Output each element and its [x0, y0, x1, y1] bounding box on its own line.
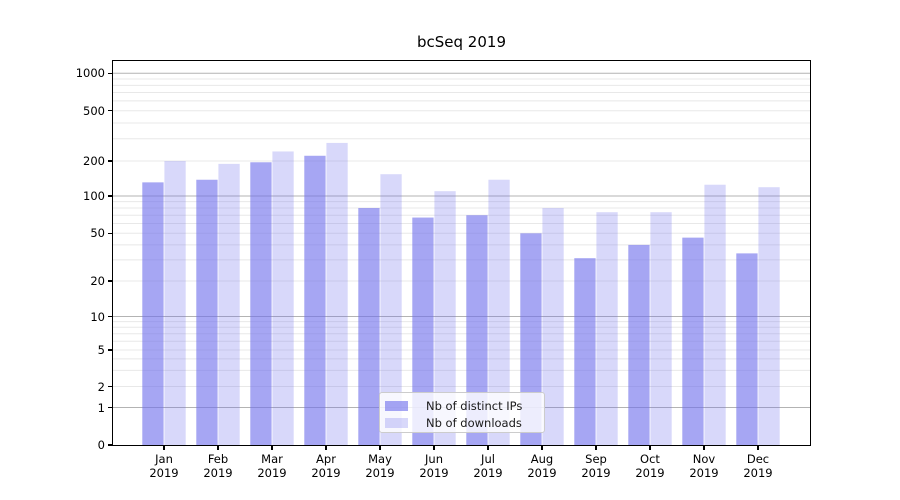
- x-tick-mark: [163, 445, 165, 450]
- y-tick-mark: [108, 444, 113, 446]
- bar-distinct-ips-feb: [196, 179, 218, 445]
- y-tick-mark: [108, 195, 113, 197]
- x-tick-mark: [541, 445, 543, 450]
- bar-distinct-ips-sep: [574, 257, 596, 445]
- y-tick-mark: [108, 406, 113, 409]
- x-tick-mark: [271, 445, 273, 450]
- y-tick-label-0: 0: [97, 438, 105, 452]
- y-tick-label-100: 100: [83, 189, 105, 203]
- bar-distinct-ips-jan: [142, 182, 164, 445]
- bar-distinct-ips-apr: [304, 155, 326, 445]
- bar-downloads-jan: [164, 160, 186, 445]
- y-tick-mark: [108, 232, 113, 234]
- y-tick-label-50: 50: [90, 226, 105, 241]
- bar-distinct-ips-nov: [682, 237, 704, 445]
- bar-distinct-ips-may: [358, 207, 380, 445]
- bar-downloads-sep: [596, 211, 618, 445]
- y-tick-label-5: 5: [97, 343, 105, 357]
- x-tick-mark: [433, 445, 435, 450]
- y-tick-label-200: 200: [83, 154, 105, 168]
- x-tick-label-mar: Mar 2019: [257, 452, 287, 480]
- y-tick-mark: [108, 72, 113, 74]
- x-tick-mark: [703, 445, 705, 450]
- bar-downloads-may: [380, 173, 402, 445]
- x-tick-label-aug: Aug 2019: [527, 452, 557, 480]
- x-tick-mark: [217, 445, 219, 450]
- legend-swatch-distinct-ips: [385, 400, 408, 411]
- bar-distinct-ips-jun: [412, 217, 434, 445]
- bar-downloads-aug: [542, 207, 564, 445]
- y-tick-label-2: 2: [97, 379, 105, 394]
- y-tick-label-1000: 1000: [75, 66, 105, 81]
- x-tick-label-dec: Dec 2019: [743, 452, 773, 480]
- bar-downloads-nov: [704, 184, 726, 445]
- legend-label-downloads: Nb of downloads: [426, 415, 522, 430]
- x-tick-label-jun: Jun 2019: [419, 452, 449, 480]
- y-tick-label-1: 1: [97, 400, 105, 415]
- x-tick-label-sep: Sep 2019: [581, 452, 611, 480]
- x-tick-label-apr: Apr 2019: [311, 452, 341, 480]
- x-tick-mark: [325, 445, 327, 450]
- x-tick-mark: [487, 445, 489, 450]
- bar-downloads-feb: [218, 163, 240, 445]
- legend-swatch-downloads: [385, 417, 408, 428]
- legend: Nb of distinct IPs Nb of downloads: [379, 392, 545, 433]
- x-tick-label-feb: Feb 2019: [203, 452, 233, 480]
- x-tick-label-may: May 2019: [365, 452, 395, 480]
- bar-downloads-jul: [488, 179, 510, 445]
- bar-downloads-jun: [434, 190, 456, 445]
- bar-chart-canvas: [112, 72, 810, 445]
- y-tick-label-500: 500: [83, 103, 105, 118]
- y-tick-mark: [108, 110, 113, 112]
- bar-distinct-ips-jul: [466, 214, 488, 445]
- legend-item-downloads: Nb of downloads: [385, 414, 540, 431]
- x-tick-mark: [757, 445, 759, 450]
- x-tick-label-jan: Jan 2019: [149, 452, 179, 480]
- y-tick-mark: [108, 160, 113, 162]
- x-tick-mark: [379, 445, 381, 450]
- x-tick-label-jul: Jul 2019: [473, 452, 503, 480]
- y-tick-label-20: 20: [90, 274, 105, 288]
- y-tick-label-10: 10: [90, 309, 105, 324]
- y-axis-labels: 0 1 2 5 10 20 50 100 200 500 1000: [0, 61, 105, 452]
- bar-distinct-ips-mar: [250, 161, 272, 445]
- bar-downloads-dec: [758, 186, 780, 445]
- x-tick-label-oct: Oct 2019: [635, 452, 665, 480]
- bar-distinct-ips-aug: [520, 233, 542, 445]
- legend-item-distinct-ips: Nb of distinct IPs: [385, 397, 540, 414]
- y-tick-mark: [108, 280, 113, 282]
- plot-area: [111, 59, 811, 446]
- x-tick-mark: [595, 445, 597, 450]
- legend-label-distinct-ips: Nb of distinct IPs: [426, 398, 523, 413]
- y-tick-mark: [108, 385, 113, 388]
- bar-downloads-mar: [272, 151, 294, 445]
- y-tick-mark: [108, 349, 113, 351]
- bar-downloads-apr: [326, 142, 348, 445]
- x-tick-mark: [649, 445, 651, 450]
- bar-distinct-ips-oct: [628, 244, 650, 445]
- x-tick-label-nov: Nov 2019: [689, 452, 719, 480]
- y-tick-mark: [108, 315, 113, 318]
- bar-distinct-ips-dec: [736, 253, 758, 445]
- bar-downloads-oct: [650, 211, 672, 445]
- chart-title: bcSeq 2019: [417, 33, 506, 51]
